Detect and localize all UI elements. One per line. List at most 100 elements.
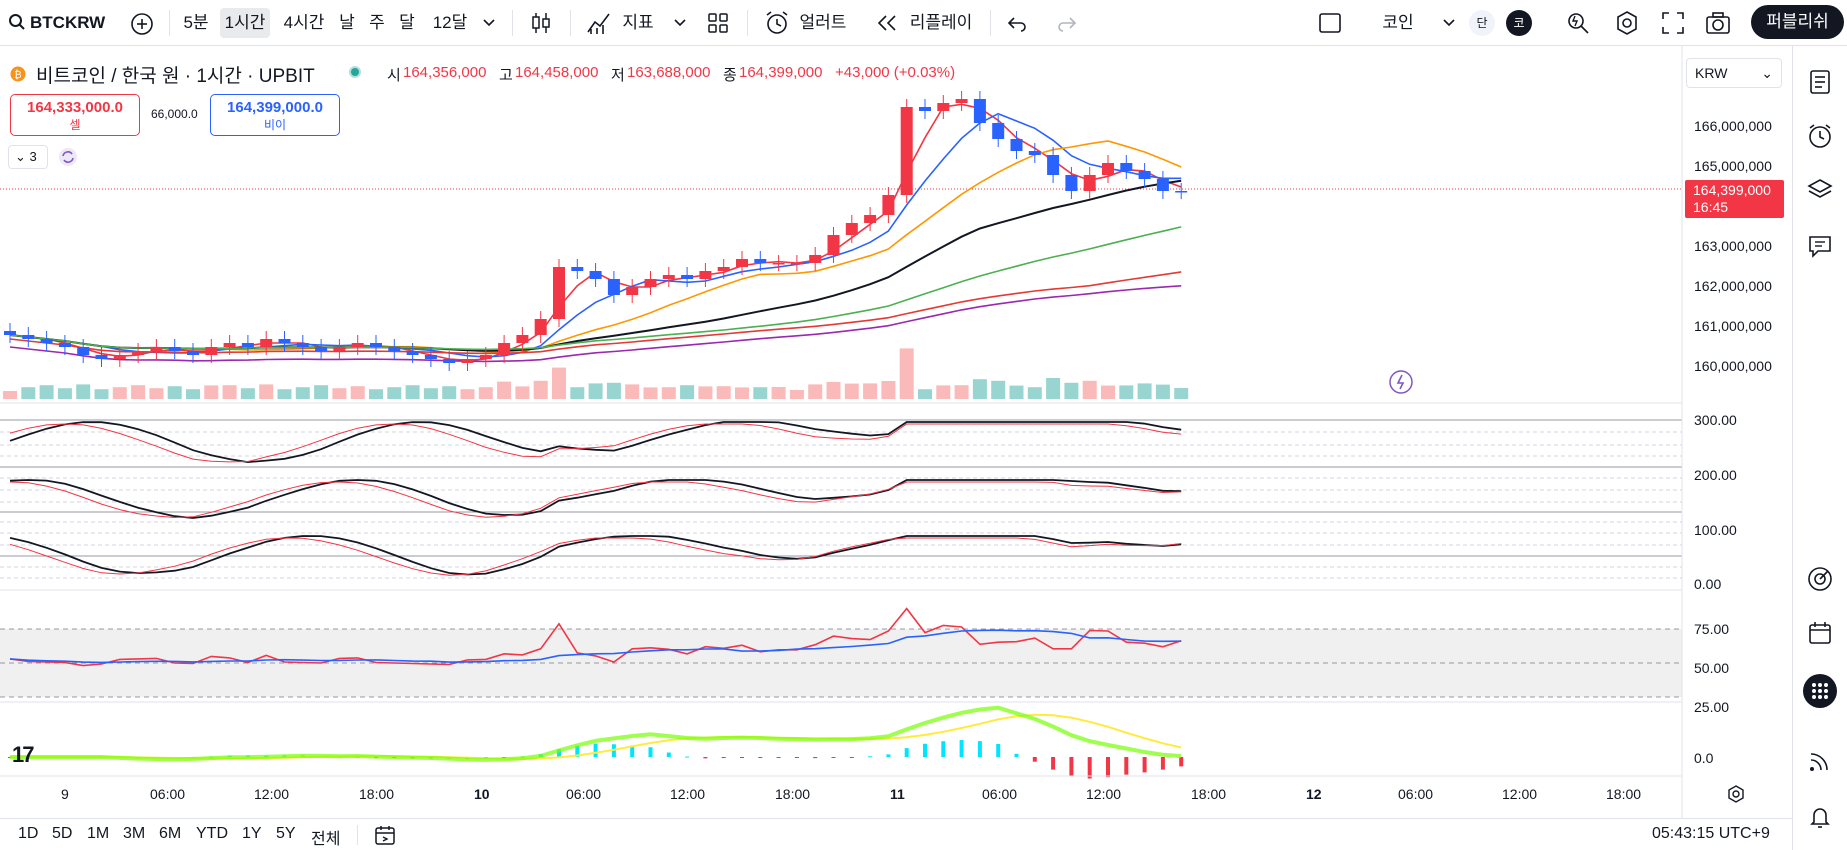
range-6m[interactable]: 6M [159,825,182,842]
target-icon[interactable] [1806,565,1834,593]
volume-bar [21,387,36,399]
candle-body [681,275,694,279]
volume-bar [204,385,219,399]
candle-body [845,223,858,235]
redo-icon[interactable] [1056,13,1078,33]
volume-bar [753,387,768,399]
quick-search-icon[interactable] [1565,10,1591,36]
candle-body [1102,163,1114,175]
coin-selector[interactable]: 코인 [1382,13,1414,32]
time-axis-label: 18:00 [775,786,811,802]
apps-grid-icon[interactable] [1803,674,1837,708]
volume-bar [259,384,274,399]
range-5d[interactable]: 5D [52,825,73,842]
interval-1h[interactable]: 1시간 [220,8,270,38]
undo-icon[interactable] [1006,13,1028,33]
macd-histogram-bar [1106,757,1110,778]
candle-body [58,343,71,347]
volume-bar [332,388,347,399]
range-all[interactable]: 전체 [311,831,341,848]
open-value: 164,356,000 [403,64,487,81]
volume-bar [1027,387,1042,399]
ma-line-xlong [9,226,1182,351]
volume-bar [295,387,310,399]
currency-select[interactable]: KRW ⌄ [1686,58,1782,88]
stoch-d-line-3 [9,537,1182,576]
volume-bar [167,386,182,399]
volume-bar [222,385,237,399]
collapse-indicators-button[interactable]: ⌄ 3 [8,145,48,169]
candle-body [790,263,803,265]
short-toggle[interactable]: 단 [1469,10,1495,36]
volume-bar [369,389,383,399]
interval-month[interactable]: 달 [399,13,415,32]
camera-icon[interactable] [1705,11,1731,35]
range-3m[interactable]: 3M [123,825,146,842]
search-icon[interactable] [8,13,26,31]
volume-bar [442,386,457,399]
range-5y[interactable]: 5Y [276,825,296,842]
rsi-ma-line [9,629,1182,664]
publish-button[interactable]: 퍼블리쉬 [1751,5,1844,39]
interval-12month[interactable]: 12달 [432,13,468,32]
replay-icon[interactable] [876,13,898,33]
volume-bar [698,386,713,399]
current-price: 164,399,000 [1693,182,1771,198]
alarm-clock-icon[interactable] [1806,122,1834,150]
replay-button[interactable]: 리플레이 [909,13,973,32]
volume-bar [149,388,164,399]
chat-icon[interactable] [1806,232,1834,260]
bottom-toolbar: 1D 5D 1M 3M 6M YTD 1Y 5Y 전체 05:43:15 UTC… [0,818,1792,850]
indicators-button[interactable]: 지표 [622,13,654,32]
watchlist-icon[interactable] [1806,68,1834,96]
layers-icon[interactable] [1806,176,1834,204]
fullscreen-icon[interactable] [1661,11,1685,35]
axis-settings-icon[interactable] [1727,785,1745,803]
volume-bar [771,387,786,399]
range-ytd[interactable]: YTD [196,825,228,842]
symbol-button[interactable]: BTCKRW [30,13,106,32]
chart-area[interactable] [0,46,1792,818]
candle-body [864,215,877,223]
layout-icon[interactable] [1318,12,1342,34]
range-1m[interactable]: 1M [87,825,110,842]
add-symbol-icon[interactable] [130,12,154,36]
calendar-icon[interactable] [1806,619,1834,647]
alert-button[interactable]: 얼러트 [799,13,847,32]
interval-5m[interactable]: 5분 [183,13,209,32]
volume-bar [76,384,91,399]
macd-histogram-bar [575,745,580,757]
candle-body [1047,155,1060,175]
range-1y[interactable]: 1Y [242,825,262,842]
stoch-axis-label: 200.00 [1694,467,1737,483]
interval-4h[interactable]: 4시간 [283,13,325,32]
candle-style-icon[interactable] [528,10,554,36]
indicators-icon[interactable] [586,10,612,36]
lightning-icon[interactable] [1389,370,1413,394]
buy-button[interactable]: 164,399,000.0 비이 [210,94,340,136]
templates-icon[interactable] [706,11,730,35]
alert-clock-icon[interactable] [764,10,790,36]
candle-body [461,359,474,363]
kr-toggle[interactable]: 코 [1506,10,1532,36]
price-axis-label: 163,000,000 [1694,238,1772,254]
right-sidebar [1792,46,1847,850]
broadcast-icon[interactable] [1806,746,1834,774]
clock[interactable]: 05:43:15 UTC+9 [1652,825,1770,842]
settings-icon[interactable] [1614,10,1640,36]
candle-body [333,347,346,351]
chevron-down-icon[interactable] [673,18,687,28]
notification-bell-icon[interactable] [1806,802,1834,830]
rsi-axis-label: 50.00 [1694,660,1730,676]
range-1d[interactable]: 1D [18,825,39,842]
interval-week[interactable]: 주 [369,13,385,32]
goto-date-icon[interactable] [373,824,397,846]
interval-day[interactable]: 날 [339,13,355,32]
volume-bar [460,389,475,399]
volume-bar [533,380,548,399]
chevron-down-icon[interactable] [1442,18,1456,28]
volume-bar [972,379,987,399]
sync-icon[interactable] [58,147,78,167]
sell-button[interactable]: 164,333,000.0 셀 [10,94,140,136]
chevron-down-icon[interactable] [482,18,496,28]
